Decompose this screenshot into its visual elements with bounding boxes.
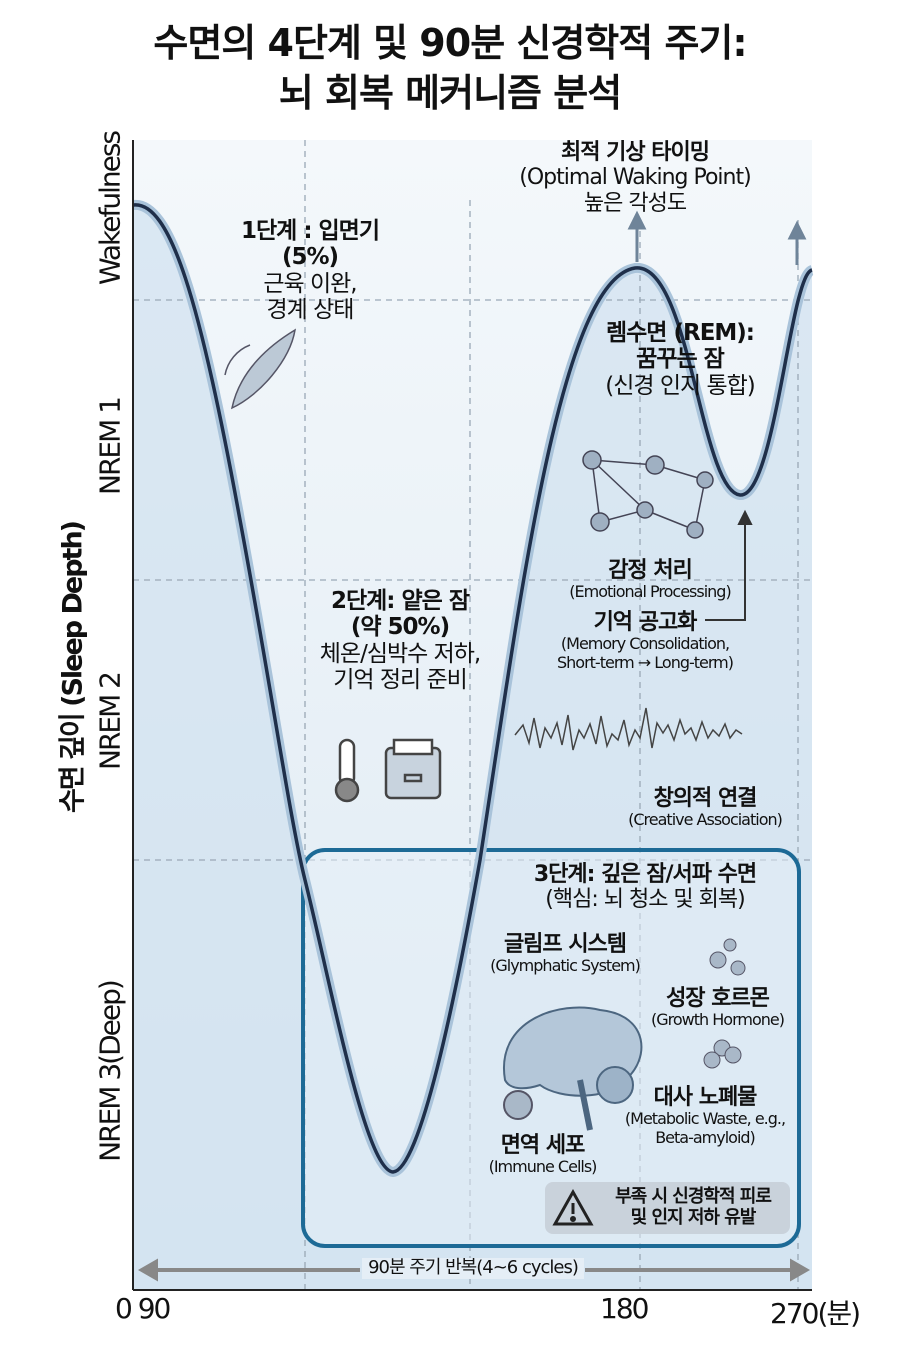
- page-title: 수면의 4단계 및 90분 신경학적 주기: 뇌 회복 메커니즘 분석: [0, 18, 900, 118]
- x-tick-270: 270(분): [770, 1297, 861, 1330]
- immune-en: (Immune Cells): [488, 1157, 598, 1177]
- waste-en1: (Metabolic Waste, e.g.,: [624, 1109, 786, 1129]
- brain-icon: [502, 1006, 643, 1131]
- immune-label: 면역 세포 (Immune Cells): [470, 1133, 615, 1177]
- molecule-icon: [703, 938, 746, 1069]
- memory-en1: (Memory Consolidation,: [560, 634, 730, 654]
- stage2-desc2: 기억 정리 준비: [333, 667, 468, 694]
- growth-label: 성장 호르몬 (Growth Hormone): [635, 986, 800, 1030]
- glymph-title: 글림프 시스템: [503, 932, 627, 957]
- waste-label: 대사 노폐물 (Metabolic Waste, e.g., Beta-amyloi…: [610, 1085, 800, 1147]
- waste-en2: Beta-amyloid): [655, 1127, 756, 1147]
- creative-title: 창의적 연결: [653, 786, 758, 811]
- stage2-label: 2단계: 얕은 잠 (약 50%) 체온/심박수 저하, 기억 정리 준비: [290, 588, 510, 694]
- stage2-title: 2단계: 얕은 잠: [330, 588, 470, 614]
- y-level-nrem3: NREM 3(Deep): [93, 981, 127, 1162]
- rem-title: 렘수면 (REM):: [605, 320, 755, 346]
- emotion-title: 감정 처리: [608, 558, 693, 583]
- warning-line1: 부족 시 신경학적 피로: [615, 1186, 772, 1207]
- stage3-title: 3단계: 깊은 잠/서파 수면: [533, 862, 757, 887]
- x-tick-180: 180: [600, 1292, 649, 1325]
- emotion-label: 감정 처리 (Emotional Processing): [540, 558, 760, 602]
- creative-label: 창의적 연결 (Creative Association): [600, 786, 810, 830]
- thermometer-icon: [334, 738, 360, 803]
- stage1-pct: (5%): [281, 244, 339, 271]
- rem-label: 렘수면 (REM): 꿈꾸는 잠 (신경 인지 통합): [580, 320, 780, 399]
- file-cabinet-icon: [384, 738, 442, 800]
- stage2-desc: 체온/심박수 저하,: [319, 640, 482, 667]
- y-level-nrem1: NREM 1: [93, 398, 127, 495]
- waking-title: 최적 기상 타이밍: [561, 140, 710, 165]
- emotion-en: (Emotional Processing): [569, 582, 731, 602]
- cycle-arrow-icon: [137, 1258, 811, 1282]
- glymph-label: 글림프 시스템 (Glymphatic System): [470, 932, 660, 976]
- stage3-sub: (핵심: 뇌 청소 및 회복): [545, 887, 745, 913]
- stage3-label: 3단계: 깊은 잠/서파 수면 (핵심: 뇌 청소 및 회복): [500, 862, 790, 913]
- creative-en: (Creative Association): [628, 810, 783, 830]
- stage1-label: 1단계 : 입면기 (5%) 근육 이완, 경계 상태: [200, 218, 420, 324]
- y-axis-title: 수면 깊이 (Sleep Depth): [57, 521, 89, 814]
- stage1-title: 1단계 : 입면기: [240, 218, 380, 244]
- stage1-desc2: 경계 상태: [266, 297, 355, 324]
- growth-title: 성장 호르몬: [666, 986, 770, 1011]
- warning-banner-bg: [545, 1182, 790, 1234]
- up-arrow-icon: [627, 210, 807, 265]
- y-level-nrem2: NREM 2: [93, 673, 127, 770]
- x-tick-0-90: 0 90: [115, 1292, 171, 1325]
- warning-line2: 및 인지 저하 유발: [630, 1206, 757, 1228]
- memory-title: 기억 공고화: [593, 610, 698, 635]
- waking-en: (Optimal Waking Point): [519, 165, 751, 191]
- muscle-icon: [224, 328, 297, 410]
- glymph-en: (Glymphatic System): [490, 956, 641, 976]
- neuron-network-icon: [582, 450, 714, 539]
- title-line-2: 뇌 회복 메커니즘 분석: [278, 71, 622, 115]
- memory-label: 기억 공고화 (Memory Consolidation, Short-term →…: [525, 610, 765, 672]
- stage1-desc: 근육 이완,: [263, 270, 357, 297]
- waking-label: 최적 기상 타이밍 (Optimal Waking Point) 높은 각성도: [500, 140, 770, 216]
- warning-text: 부족 시 신경학적 피로 및 인지 저하 유발: [598, 1186, 788, 1228]
- waste-title: 대사 노폐물: [653, 1085, 758, 1110]
- title-line-1: 수면의 4단계 및 90분 신경학적 주기:: [153, 21, 747, 65]
- cycle-label: 90분 주기 반복(4~6 cycles): [362, 1257, 584, 1279]
- rem-pointer-arrow-icon: [705, 509, 753, 621]
- waking-desc: 높은 각성도: [583, 190, 687, 216]
- immune-cell-icon: [503, 1090, 533, 1120]
- rem-desc: (신경 인지 통합): [605, 372, 756, 399]
- memory-en2: Short-term → Long-term): [556, 652, 734, 672]
- warning-icon: [552, 1188, 594, 1226]
- immune-title: 면역 세포: [500, 1133, 586, 1158]
- brainwave-icon: [514, 707, 743, 751]
- y-level-wake: Wakefulness: [93, 131, 127, 286]
- growth-en: (Growth Hormone): [651, 1010, 785, 1030]
- stage2-pct: (약 50%): [350, 614, 450, 641]
- rem-sub: 꿈꾸는 잠: [636, 346, 725, 373]
